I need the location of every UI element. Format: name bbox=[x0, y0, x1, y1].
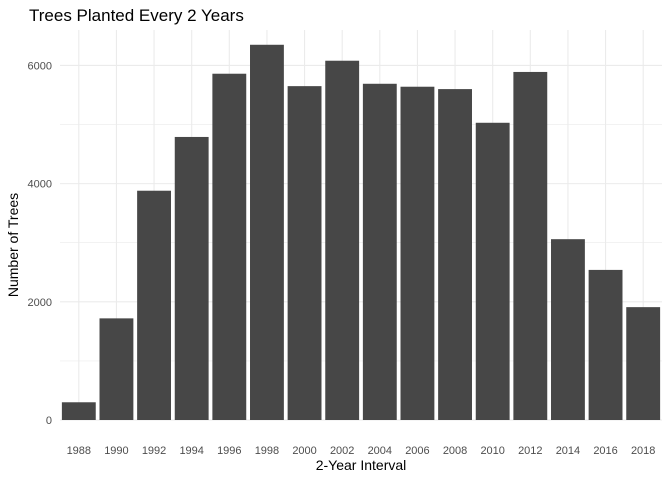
x-tick-label: 2014 bbox=[556, 445, 580, 457]
bar-2018 bbox=[626, 307, 661, 420]
x-tick-label: 2004 bbox=[368, 445, 392, 457]
y-tick-label: 2000 bbox=[28, 297, 52, 309]
x-tick-label: 2012 bbox=[518, 445, 542, 457]
bar-2002 bbox=[325, 60, 360, 421]
y-tick-label: 6000 bbox=[28, 60, 52, 72]
x-tick-label: 1998 bbox=[255, 445, 279, 457]
x-tick-label: 1996 bbox=[217, 445, 241, 457]
bar-2006 bbox=[400, 86, 435, 421]
bar-2014 bbox=[551, 239, 585, 420]
y-tick-label: 0 bbox=[46, 415, 52, 427]
bar-2016 bbox=[588, 269, 623, 420]
x-tick-label: 1994 bbox=[179, 445, 203, 457]
bar-2000 bbox=[287, 86, 322, 421]
x-axis-ticks: 1988 1990 1992 1994 1996 1998 2000 2002 2004 2006… bbox=[67, 445, 656, 457]
bar-1988 bbox=[61, 402, 96, 420]
x-tick-label: 2000 bbox=[292, 445, 316, 457]
x-tick-label: 1992 bbox=[142, 445, 166, 457]
bar-1990 bbox=[99, 318, 134, 420]
bar-1992 bbox=[137, 190, 171, 420]
x-tick-label: 1988 bbox=[67, 445, 91, 457]
x-tick-label: 2016 bbox=[593, 445, 617, 457]
bar-2012 bbox=[513, 71, 548, 421]
chart-title: Trees Planted Every 2 Years bbox=[29, 6, 244, 25]
y-tick-label: 4000 bbox=[28, 179, 52, 191]
bar-2010 bbox=[475, 122, 510, 420]
x-axis-title: 2-Year Interval bbox=[316, 457, 407, 473]
bars bbox=[61, 44, 661, 421]
x-tick-label: 2002 bbox=[330, 445, 354, 457]
x-tick-label: 2006 bbox=[405, 445, 429, 457]
x-tick-label: 2010 bbox=[480, 445, 504, 457]
x-tick-label: 1990 bbox=[104, 445, 128, 457]
bar-1994 bbox=[174, 136, 209, 421]
y-axis-ticks: 0 2000 4000 6000 bbox=[28, 60, 52, 427]
bar-2008 bbox=[438, 89, 472, 420]
bar-1998 bbox=[250, 44, 284, 420]
y-axis-title: Number of Trees bbox=[5, 193, 21, 297]
x-tick-label: 2008 bbox=[443, 445, 467, 457]
bar-1996 bbox=[212, 73, 247, 421]
bar-2004 bbox=[362, 83, 397, 420]
x-tick-label: 2018 bbox=[631, 445, 655, 457]
